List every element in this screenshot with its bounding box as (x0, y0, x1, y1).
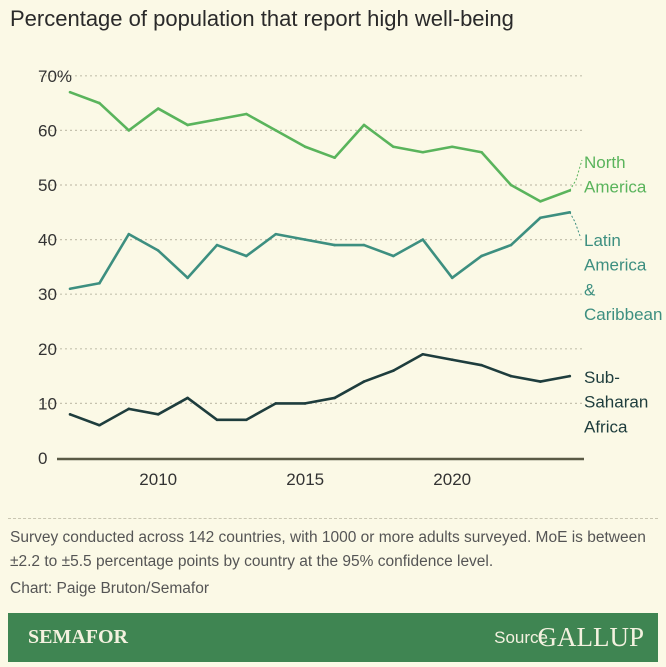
data-point (333, 243, 336, 247)
data-point (127, 407, 131, 411)
data-point (303, 145, 307, 149)
data-point (421, 352, 425, 356)
leader-line (569, 212, 581, 237)
data-point (450, 276, 454, 280)
y-tick-label: 30 (38, 285, 57, 304)
data-point (509, 183, 513, 187)
data-point (509, 374, 513, 378)
leader-line (569, 159, 583, 191)
series-label: Sub- (584, 368, 620, 387)
series-label: Caribbean (584, 305, 662, 324)
data-point (362, 243, 366, 247)
y-tick-label: 40 (38, 231, 57, 250)
data-point (480, 254, 483, 258)
data-point (127, 232, 131, 236)
data-point (274, 232, 278, 236)
data-point (215, 418, 219, 422)
series-line-0 (69, 90, 571, 203)
data-point (362, 123, 366, 127)
gallup-logo: GALLUP (537, 622, 645, 652)
data-point (156, 107, 160, 110)
data-point (186, 276, 189, 280)
data-point (568, 374, 572, 378)
data-point (98, 101, 101, 105)
chart-credit: Chart: Paige Bruton/Semafor (10, 580, 210, 597)
data-point (450, 358, 454, 362)
data-point (245, 418, 248, 422)
survey-note: Survey conducted across 142 countries, w… (10, 529, 646, 570)
data-point (98, 423, 101, 427)
data-point (392, 369, 395, 372)
series-line-1 (69, 211, 571, 291)
data-point (450, 145, 454, 149)
x-tick-label: 2010 (139, 470, 177, 489)
data-point (274, 402, 278, 405)
data-point (274, 129, 278, 132)
data-point (539, 380, 542, 383)
data-point (68, 90, 72, 94)
data-point (98, 281, 101, 285)
data-point (186, 396, 189, 400)
data-point (392, 145, 395, 149)
data-point (362, 380, 366, 383)
data-point (333, 156, 336, 159)
data-point (127, 129, 131, 132)
series-label: America (584, 178, 647, 197)
y-tick-label: 60 (38, 121, 57, 140)
data-point (245, 254, 248, 258)
series-label: America (584, 256, 647, 275)
y-tick-label: 20 (38, 340, 57, 359)
y-tick-label: 10 (38, 394, 57, 413)
source-label: Source (494, 628, 548, 647)
data-point (68, 287, 72, 291)
series-label: Saharan (584, 393, 648, 412)
data-point (392, 254, 395, 258)
series-label: Africa (584, 417, 628, 436)
series-label: Latin (584, 231, 621, 250)
y-tick-label: 0 (38, 449, 47, 468)
semafor-logo: SEMAFOR (28, 626, 128, 648)
line-chart: 0 10 20 30 40 50 60 70% 2010 2015 2020 North America… (38, 67, 662, 489)
x-tick-label: 2020 (433, 470, 471, 489)
data-point (480, 363, 483, 367)
data-point (303, 402, 307, 405)
data-point (539, 200, 542, 203)
y-tick-label: 70% (38, 67, 72, 86)
series-line-2 (69, 352, 571, 427)
data-point (186, 123, 189, 127)
data-point (333, 396, 336, 400)
data-point (480, 150, 483, 154)
series-label: & (584, 280, 596, 299)
data-point (68, 413, 72, 416)
y-tick-label: 50 (38, 176, 57, 195)
x-tick-label: 2015 (286, 470, 324, 489)
series-label: North (584, 153, 626, 172)
data-point (303, 238, 307, 241)
data-point (421, 238, 425, 241)
chart-title: Percentage of population that report hig… (10, 6, 514, 31)
data-point (539, 216, 542, 220)
data-point (156, 249, 160, 252)
data-point (215, 243, 219, 247)
data-point (245, 112, 248, 116)
data-point (215, 118, 219, 121)
data-point (421, 150, 425, 154)
data-point (156, 413, 160, 416)
divider (8, 518, 658, 519)
footer-band: SEMAFOR Source GALLUP (8, 613, 658, 662)
data-point (509, 243, 513, 247)
